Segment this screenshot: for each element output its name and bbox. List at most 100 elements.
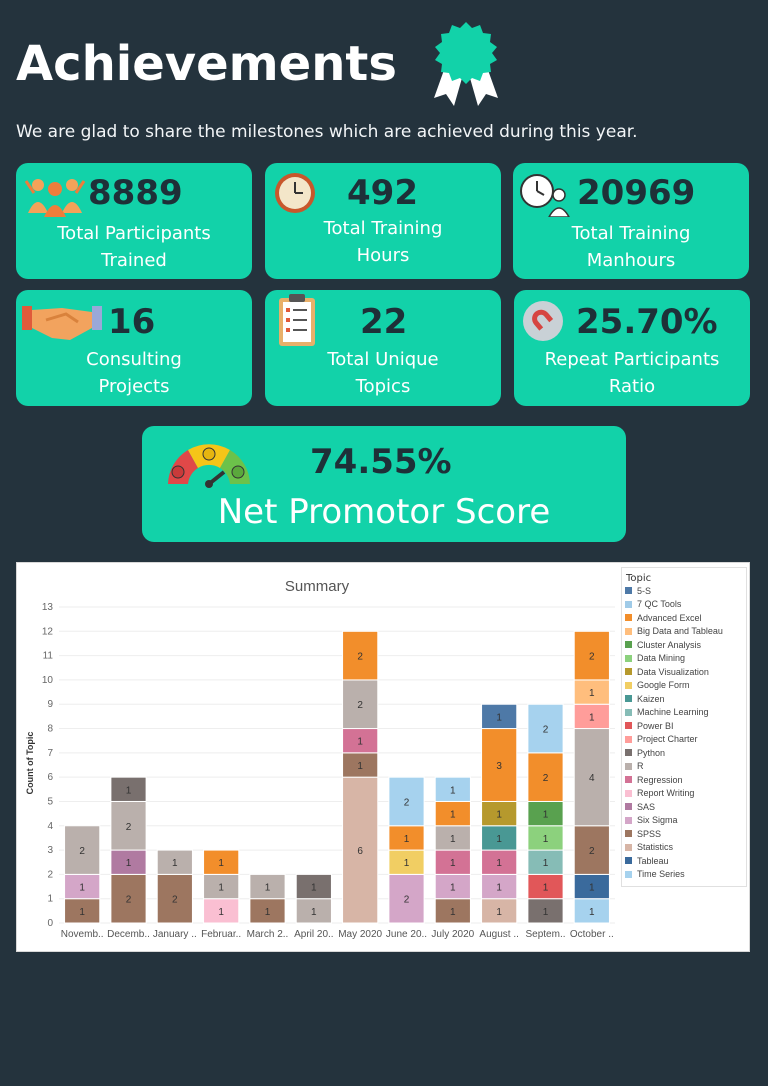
checklist-icon [279,294,315,346]
bar-segment [481,800,518,827]
legend-label: Data Visualization [637,666,709,677]
bar-segment [64,825,101,875]
legend-item: Report Writing [622,787,746,801]
legend-item: Kaizen [622,692,746,706]
legend-label: SPSS [637,828,662,839]
data-label: 1 [311,883,317,894]
y-tick-label: 13 [42,602,54,613]
legend-label: Statistics [637,842,674,853]
bar-segment [64,898,101,924]
legend-item: Statistics [622,841,746,855]
bar-segment [342,728,379,754]
legend-label: Data Mining [637,653,686,664]
legend-item: Big Data and Tableau [622,625,746,639]
data-label: 1 [496,834,502,845]
legend-label: Python [637,747,666,758]
x-tick-label: April 20.. [294,929,333,940]
clock-icon [275,173,315,213]
x-tick-label: January .. [153,929,197,940]
bar-segment [573,825,610,875]
y-tick-label: 12 [42,626,54,637]
gauge-icon [168,444,250,488]
data-label: 1 [450,907,456,918]
stat-card-topics: 22 Total Unique Topics [265,290,501,406]
legend-swatch [625,762,632,770]
page-subtitle: We are glad to share the milestones whic… [16,122,638,142]
legend-label: Advanced Excel [637,612,702,623]
data-label: 1 [79,883,85,894]
legend-item: Project Charter [622,733,746,747]
legend-item: Google Form [622,679,746,693]
data-label: 1 [589,688,595,699]
magnet-icon [523,301,563,341]
stat-label: Total Training Hours [323,218,443,266]
bar-segment [203,898,240,924]
legend-item: Cluster Analysis [622,638,746,652]
data-label: 1 [589,883,595,894]
data-label: 1 [126,858,132,869]
stat-card-manhours: 20969 Total Training Manhours [513,163,749,279]
x-tick-label: Novemb.. [61,929,104,940]
legend-label: Tableau [637,855,669,866]
y-tick-label: 8 [47,724,53,735]
bar-segment [527,873,564,900]
bar-segment [388,849,425,875]
data-label: 2 [79,846,85,857]
bar-segment [434,873,471,900]
data-label: 1 [126,785,132,796]
legend-item: 7 QC Tools [622,598,746,612]
legend-label: Regression [637,774,683,785]
legend-label: Power BI [637,720,674,731]
x-tick-label: Februar.. [201,929,241,940]
page-title: Achievements [16,36,397,92]
stat-value: 25.70% [576,302,718,342]
y-tick-label: 7 [47,748,53,759]
data-label: 1 [357,761,363,772]
data-label: 1 [496,883,502,894]
people-icon [24,179,86,217]
data-label: 1 [496,810,502,821]
bar-segment [110,800,147,851]
data-label: 1 [450,834,456,845]
bar-segment [573,873,610,900]
bar-segment [295,873,332,900]
legend-item: Python [622,746,746,760]
data-label: 1 [589,907,595,918]
stat-card-consulting: 16 Consulting Projects [16,290,252,406]
bar-segment [110,776,147,802]
legend-swatch [625,735,632,743]
data-label: 1 [543,858,549,869]
data-label: 3 [496,761,502,772]
data-label: 1 [218,858,224,869]
legend-item: Tableau [622,854,746,868]
bar-segment [295,898,332,924]
data-label: 1 [543,907,549,918]
legend-label: Project Charter [637,734,698,745]
bar-segment [388,873,425,924]
bar-segment [203,873,240,900]
bar-segment [388,776,425,827]
data-label: 1 [265,883,271,894]
data-label: 1 [218,907,224,918]
bar-segment [342,752,379,778]
legend-item: Data Visualization [622,665,746,679]
bar-segment [110,873,147,924]
data-label: 1 [218,883,224,894]
legend-item: Regression [622,773,746,787]
legend-label: Time Series [637,869,685,880]
y-tick-label: 2 [47,869,53,880]
stat-card-participants: 8889 Total Participants Trained [16,163,252,279]
data-label: 1 [496,907,502,918]
legend-swatch [625,843,632,851]
data-label: 2 [404,895,410,906]
data-label: 2 [126,822,132,833]
x-tick-label: June 20.. [386,929,427,940]
legend-swatch [625,668,632,676]
legend-item: R [622,760,746,774]
stat-value: 492 [347,173,418,213]
bar-segment [481,873,518,900]
legend-item: Time Series [622,868,746,882]
data-label: 1 [79,907,85,918]
stat-label: Consulting Projects [86,349,182,397]
